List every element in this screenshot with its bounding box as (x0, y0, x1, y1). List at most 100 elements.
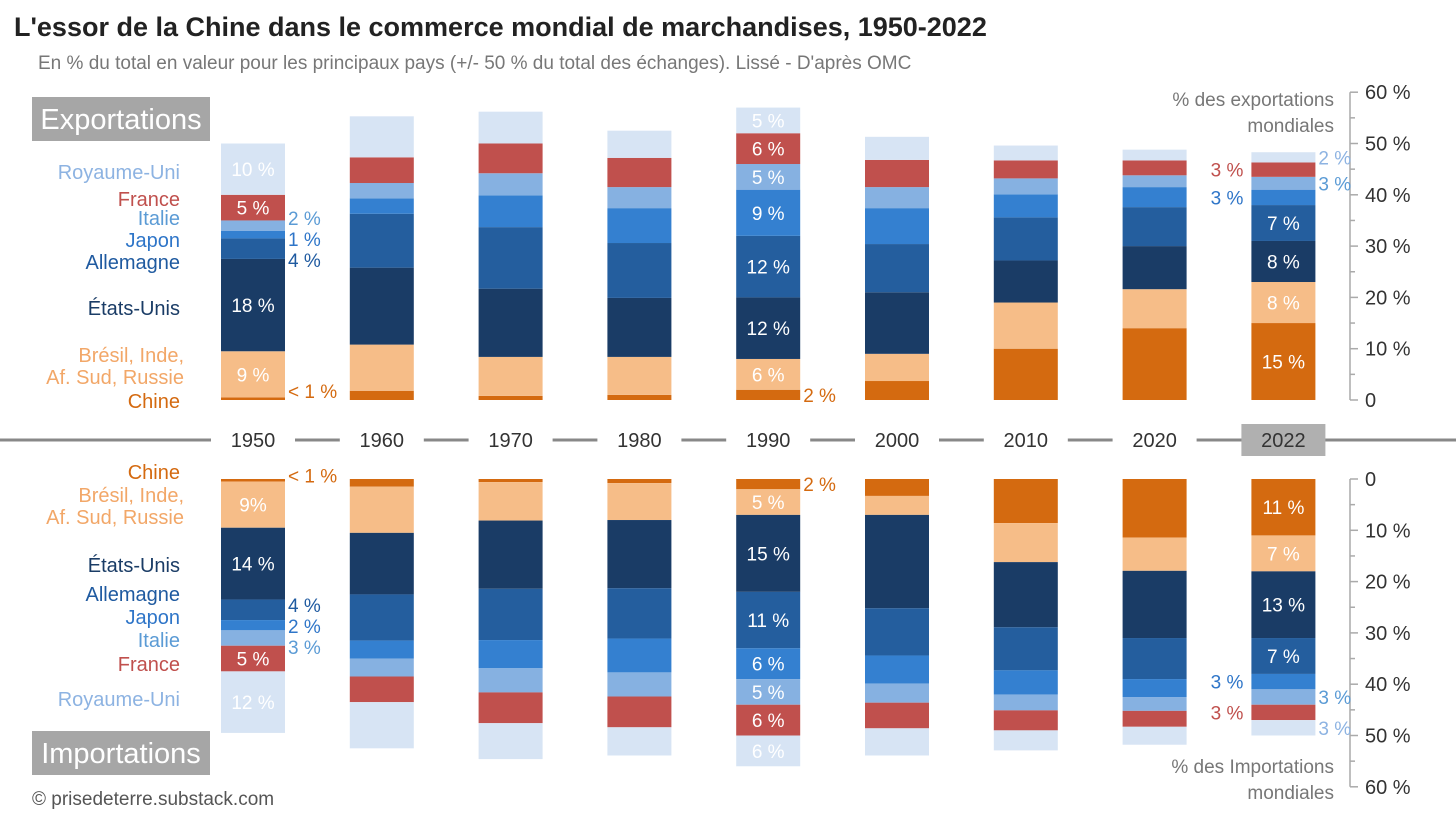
imports-bar-1980-series-0 (607, 479, 672, 484)
axis-tick-label: 30 % (1365, 623, 1411, 645)
legend-germany-imports: Allemagne (85, 584, 180, 606)
exports-data-label: 10 % (231, 160, 274, 181)
exports-data-label: 7 % (1267, 214, 1300, 235)
imports-bar-2010-series-5 (993, 694, 1058, 711)
exports-bar-2000-series-4 (865, 208, 929, 245)
imports-bar-2022-series-0 (1251, 479, 1316, 536)
exports-bar-1960-series-1 (349, 344, 414, 391)
exports-bar-1960-series-0 (349, 390, 414, 400)
exports-bar-2020-series-2 (1122, 246, 1187, 290)
exports-bar-1960-series-3 (349, 213, 414, 268)
year-label-2010: 2010 (1004, 430, 1049, 452)
axis-tick-label: 30 % (1365, 236, 1411, 258)
year-highlight-badge (1241, 424, 1326, 456)
year-label-bg (211, 424, 295, 456)
imports-panel-badge (32, 731, 210, 775)
imports-data-label: 4 % (288, 596, 321, 617)
axis-tick-label: 10 % (1365, 339, 1411, 361)
exports-bar-2020-series-3 (1122, 207, 1187, 247)
exports-bar-2000-series-5 (865, 187, 929, 209)
imports-bar-2000-series-2 (865, 514, 929, 609)
year-label-2020: 2020 (1132, 430, 1177, 452)
legend-usa: États-Unis (88, 297, 180, 320)
exports-bar-1980-series-1 (607, 356, 672, 395)
imports-bar-1980-series-7 (607, 727, 672, 756)
imports-bar-1950-series-5 (221, 630, 285, 646)
axis-tick-label: 10 % (1365, 520, 1411, 542)
exports-bar-1980-series-0 (607, 394, 672, 400)
imports-bar-2000-series-1 (865, 495, 929, 515)
exports-bar-2010-series-4 (993, 194, 1058, 218)
chart-title: L'essor de la Chine dans le commerce mon… (14, 12, 987, 42)
exports-bar-2020-series-7 (1122, 149, 1187, 161)
imports-data-label: 3 % (1211, 673, 1244, 694)
imports-bar-1950-series-1 (221, 481, 285, 528)
exports-bar-2000-series-6 (865, 159, 929, 188)
axis-tick-label: 50 % (1365, 726, 1411, 748)
imports-data-label: 5 % (752, 493, 785, 514)
imports-bar-2000-series-0 (865, 479, 929, 496)
imports-data-label: 9% (239, 496, 267, 517)
imports-bar-1990-series-0 (736, 479, 801, 490)
chart-subtitle: En % du total en valeur pour les princip… (38, 53, 911, 74)
imports-bar-1970-series-6 (478, 692, 543, 724)
year-label-1980: 1980 (617, 430, 662, 452)
exports-data-label: 6 % (752, 365, 785, 386)
year-label-bg (983, 424, 1068, 456)
exports-bar-2020-series-6 (1122, 160, 1187, 176)
imports-data-label: 11 % (1262, 498, 1304, 519)
year-label-2022: 2022 (1261, 430, 1306, 452)
imports-bar-2022-series-3 (1251, 638, 1316, 674)
exports-data-label: 15 % (1262, 353, 1305, 374)
imports-data-label: 5 % (237, 650, 270, 671)
year-label-bg (855, 424, 939, 456)
imports-bar-2000-series-5 (865, 683, 929, 703)
imports-data-label: 6 % (752, 655, 785, 676)
imports-bar-1990-series-5 (736, 679, 801, 705)
exports-axis-title-line2: mondiales (1247, 116, 1334, 137)
imports-bar-1950-series-3 (221, 599, 285, 621)
imports-bar-1980-series-3 (607, 588, 672, 639)
legend-japan-imports: Japon (126, 607, 181, 629)
imports-data-label: 2 % (288, 617, 321, 638)
imports-bar-1990-series-6 (736, 704, 801, 736)
exports-bar-2020-series-0 (1122, 328, 1187, 400)
imports-data-label: 6 % (752, 742, 785, 763)
imports-bar-1990-series-7 (736, 735, 801, 767)
exports-bar-1970-series-0 (478, 395, 543, 400)
imports-bar-1950-series-2 (221, 527, 285, 600)
exports-bar-2022-series-1 (1251, 282, 1316, 324)
legend-china-imports: Chine (128, 462, 180, 484)
imports-bar-2022-series-6 (1251, 704, 1316, 721)
imports-bar-2020-series-5 (1122, 697, 1187, 711)
axis-tick-label: 20 % (1365, 287, 1411, 309)
imports-data-label: 6 % (752, 711, 785, 732)
legend-japan: Japon (126, 230, 181, 252)
imports-bar-2020-series-0 (1122, 479, 1187, 538)
exports-data-label: 8 % (1267, 252, 1300, 273)
year-label-bg (597, 424, 682, 456)
exports-bar-2022-series-3 (1251, 205, 1316, 241)
imports-data-label: 2 % (803, 475, 836, 496)
imports-bar-2010-series-1 (993, 523, 1058, 563)
exports-bar-1990-series-4 (736, 189, 801, 236)
imports-bar-2022-series-7 (1251, 720, 1316, 736)
imports-data-label: 3 % (288, 638, 321, 659)
exports-bar-2010-series-5 (993, 178, 1058, 195)
exports-bar-1950-series-3 (221, 238, 285, 259)
exports-bar-2010-series-7 (993, 145, 1058, 161)
imports-data-label: 11 % (747, 611, 789, 632)
imports-bar-2022-series-1 (1251, 535, 1316, 572)
exports-bar-1960-series-5 (349, 183, 414, 199)
exports-bar-2022-series-6 (1251, 162, 1316, 177)
exports-data-label: 12 % (747, 258, 790, 279)
exports-bar-1980-series-2 (607, 297, 672, 357)
exports-data-label: 3 % (1211, 188, 1244, 209)
exports-bar-1950-series-7 (221, 143, 285, 195)
exports-bar-1980-series-5 (607, 187, 672, 209)
imports-bar-2022-series-5 (1251, 689, 1316, 705)
exports-bar-2022-series-4 (1251, 189, 1316, 206)
exports-bar-2020-series-1 (1122, 289, 1187, 329)
exports-bar-2020-series-5 (1122, 175, 1187, 188)
